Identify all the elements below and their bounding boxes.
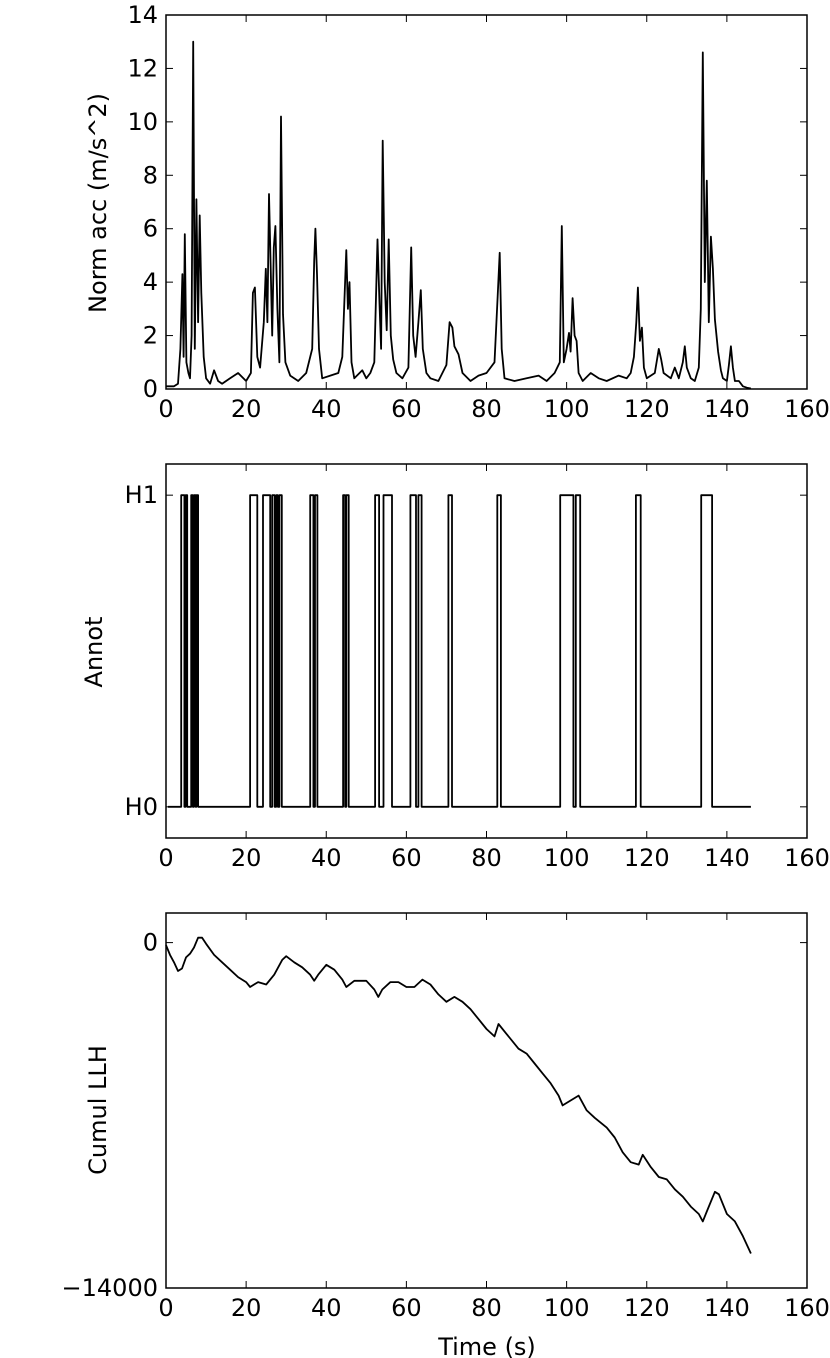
annotation-panel: Annot 0 20 40 60 80 100 120 140 160 H0 H1 [80,463,830,872]
y-tick-label: 6 [143,215,158,243]
x-tick-label: 100 [544,1294,590,1322]
x-tick-label: 40 [311,1294,342,1322]
data-line [166,40,752,390]
x-tick-label: 0 [158,1294,173,1322]
x-tick-label: 140 [704,844,750,872]
y-tick-label: 0 [143,929,158,957]
x-tick-label: 120 [624,1294,670,1322]
y-tick-label: 10 [127,108,158,136]
y-tick-label: 0 [143,375,158,403]
acceleration-panel: Norm acc (m/s^2) 0 20 40 60 80 100 120 140 160 0 2… [84,1,830,423]
cumulative-llh-panel: Cumul LLH Time (s) 0 20 40 60 80 100 120 140 160… [62,912,830,1358]
x-tick-label: 100 [544,844,590,872]
x-tick-label: 160 [784,395,830,423]
x-tick-label: 40 [311,844,342,872]
x-tick-label: 20 [231,395,262,423]
x-tick-label: 80 [471,844,502,872]
x-tick-label: 60 [391,1294,422,1322]
x-tick-label: 140 [704,1294,750,1322]
x-tick-label: 60 [391,844,422,872]
x-tick-label: 0 [158,844,173,872]
data-line [168,494,751,808]
x-tick-label: 120 [624,395,670,423]
x-tick-label: 120 [624,844,670,872]
x-tick-label: 60 [391,395,422,423]
x-tick-label: 100 [544,395,590,423]
x-tick-label: 80 [471,395,502,423]
data-line [165,936,752,1254]
y-tick-label: 4 [143,268,158,296]
x-tick-label: 140 [704,395,750,423]
x-tick-label: 0 [158,395,173,423]
ylabel-annot: Annot [80,617,108,688]
y-tick-label: H0 [125,793,158,821]
y-tick-label: 8 [143,161,158,189]
ylabel-cumul-llh: Cumul LLH [84,1045,112,1175]
ylabel-norm-acc: Norm acc (m/s^2) [84,93,112,313]
x-tick-label: 40 [311,395,342,423]
xlabel-time: Time (s) [437,1333,536,1358]
y-tick-label: H1 [125,481,158,509]
x-tick-label: 160 [784,844,830,872]
x-tick-label: 80 [471,1294,502,1322]
y-tick-label: 2 [143,322,158,350]
y-tick-label: −14000 [62,1274,158,1302]
plot-frame [165,912,808,1289]
x-tick-label: 20 [231,844,262,872]
y-tick-label: 12 [127,54,158,82]
x-tick-label: 20 [231,1294,262,1322]
y-tick-label: 14 [127,1,158,29]
x-tick-label: 160 [784,1294,830,1322]
